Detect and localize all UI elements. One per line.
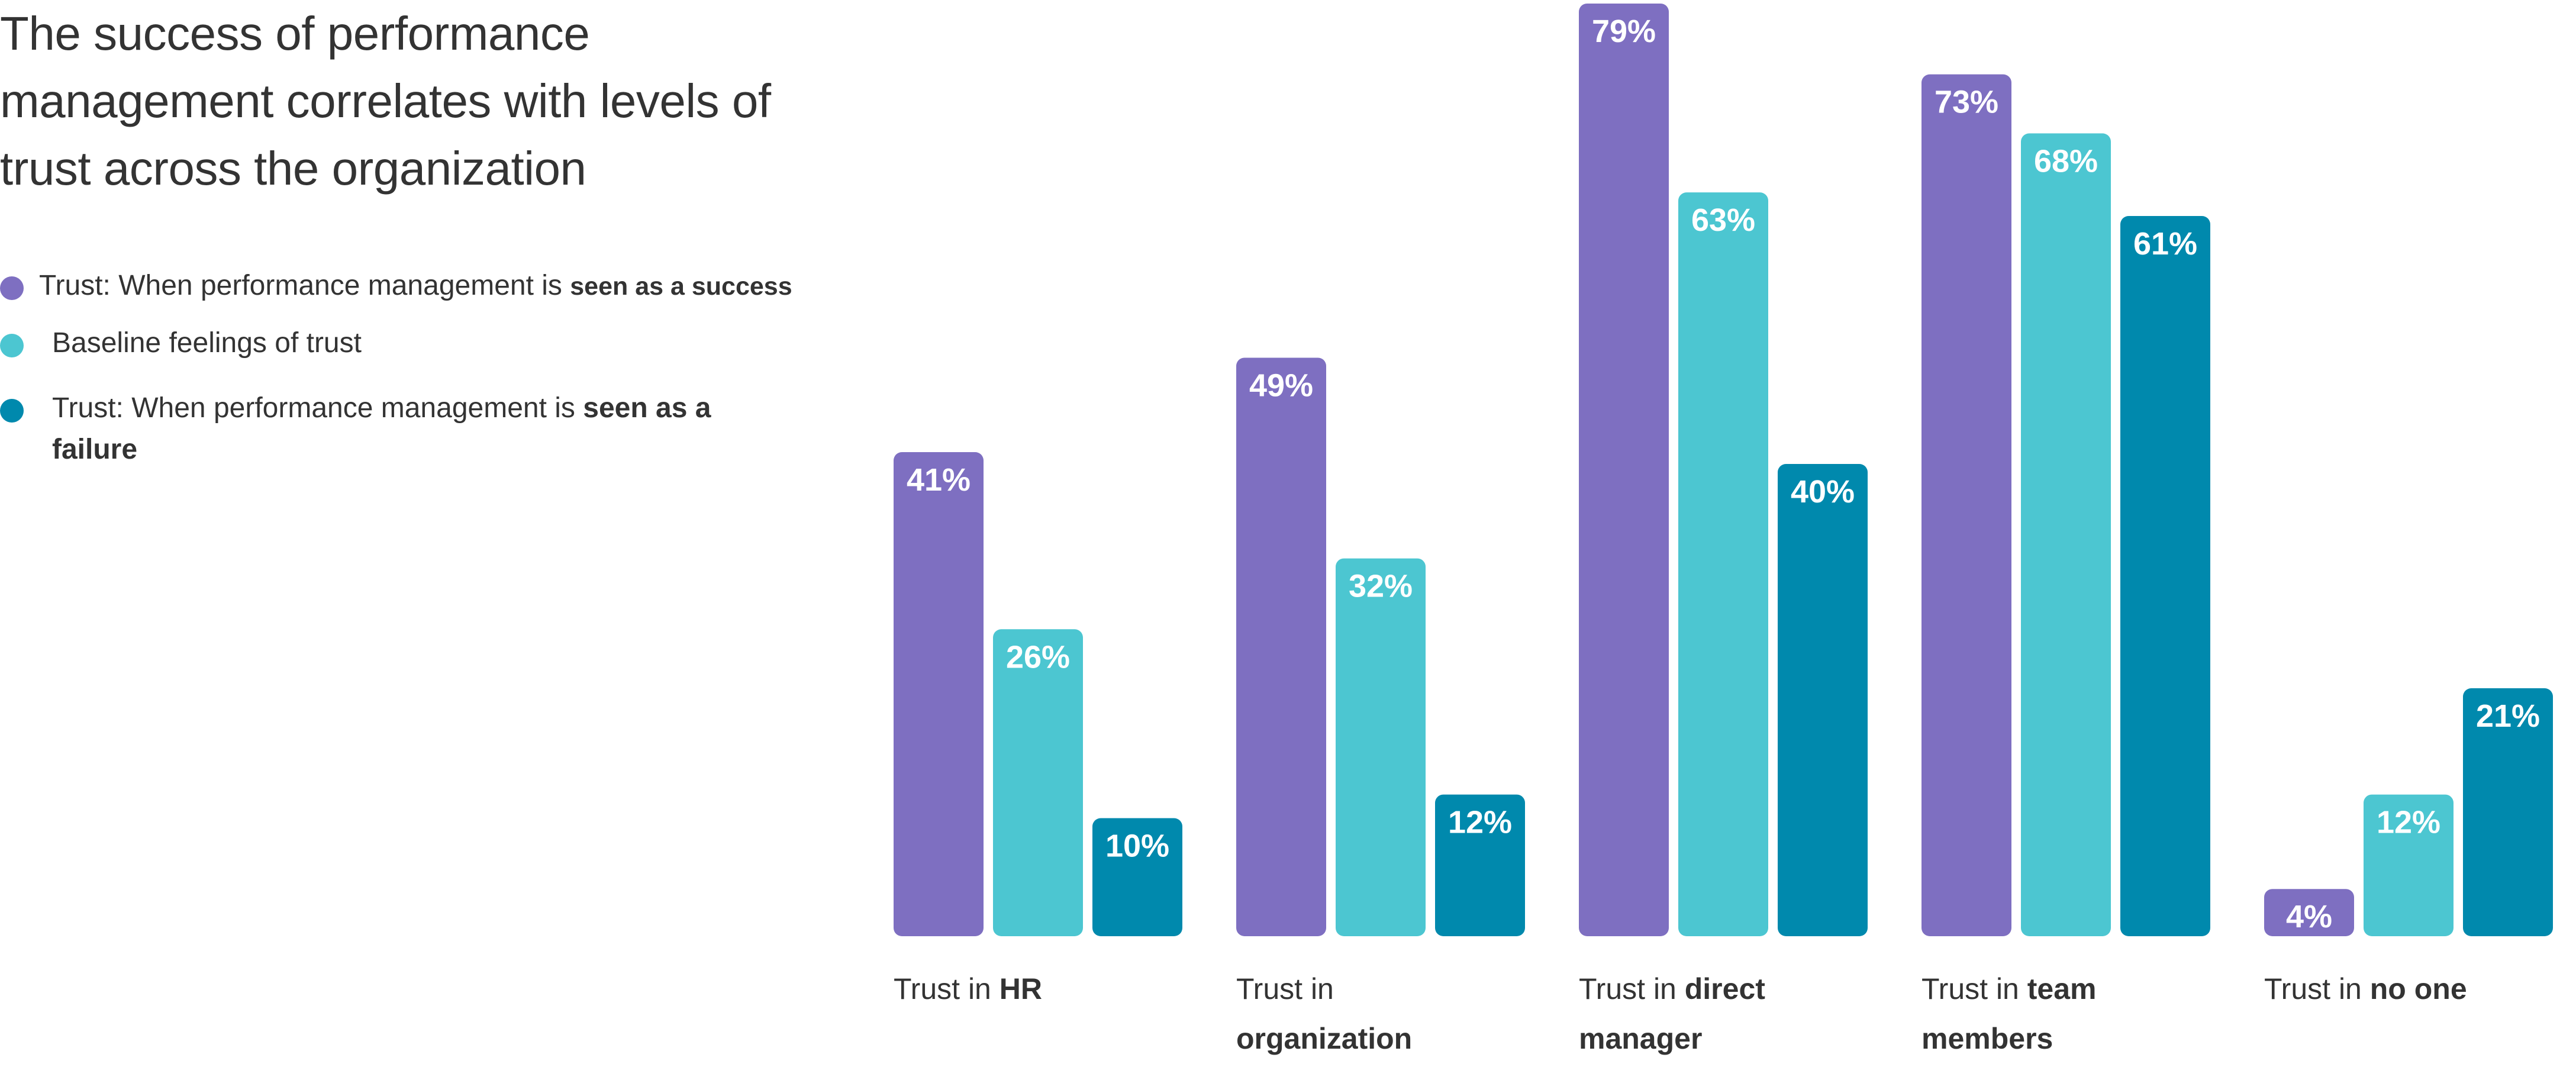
category-label-emphasis: HR xyxy=(991,972,1042,1005)
bar xyxy=(1778,464,1868,936)
bar xyxy=(1579,3,1669,937)
bar xyxy=(1921,74,2011,936)
bar-value-label: 21% xyxy=(2476,698,2540,734)
bar xyxy=(1435,794,1525,936)
bar-value-label: 79% xyxy=(1592,14,1656,49)
category-label-text: in xyxy=(2330,972,2362,1005)
category-label-text: Trust xyxy=(1579,972,1645,1005)
bar-group: 73% 68% 61% xyxy=(1921,74,2210,936)
category-label-text: in xyxy=(1988,972,2019,1005)
bar xyxy=(1336,558,1426,936)
legend-label-text: Trust: When performance management is xyxy=(39,270,570,301)
bar-value-label: 40% xyxy=(1791,474,1855,510)
bar xyxy=(2120,216,2210,936)
legend: Trust: When performance management is se… xyxy=(0,265,793,486)
bar-group: 79% 63% 40% xyxy=(1579,3,1868,937)
bar-value-label: 12% xyxy=(1448,805,1512,840)
bar-value-label: 32% xyxy=(1349,569,1413,604)
chart-title: The success of performance management co… xyxy=(0,7,771,195)
legend-label-emphasis: seen as a success xyxy=(570,272,792,301)
category-label-emphasis: one xyxy=(2406,972,2467,1005)
category-label: Trust in direct manager xyxy=(1579,972,1765,1055)
category-label-emphasis: no xyxy=(2362,972,2406,1005)
legend-label-text: Trust: When performance management is xyxy=(52,392,583,424)
legend-item: Trust: When performance management is se… xyxy=(0,388,793,470)
category-label: Trust in team members xyxy=(1921,972,2096,1055)
bar-group: 41% 26% 10% xyxy=(894,452,1182,936)
bar-value-label: 68% xyxy=(2034,143,2098,179)
legend-label: Trust: When performance management is se… xyxy=(0,265,793,307)
category-label-text: Trust xyxy=(1921,972,1988,1005)
category-label-text: Trust xyxy=(1236,972,1302,1005)
bar xyxy=(894,452,984,936)
category-label-text: in xyxy=(960,972,991,1005)
legend-label: Trust: When performance management is se… xyxy=(0,388,793,470)
category-label-emphasis: manager xyxy=(1579,1022,1702,1055)
category-label-emphasis: team xyxy=(2019,972,2097,1005)
bar xyxy=(1678,192,1768,936)
bar-value-label: 41% xyxy=(907,462,971,498)
legend-swatch xyxy=(0,334,24,357)
category-label-emphasis: members xyxy=(1921,1022,2053,1055)
legend-label-text: Baseline feelings of trust xyxy=(52,327,362,359)
bar xyxy=(993,629,1083,936)
bar-value-label: 12% xyxy=(2377,805,2440,840)
category-label: Trust inorganizationleaders xyxy=(1236,972,1412,1067)
bar xyxy=(1092,818,1182,936)
bar-value-label: 63% xyxy=(1691,202,1755,238)
bar xyxy=(2364,794,2454,936)
bar xyxy=(1236,357,1326,936)
bar-group: 49% 32% 12% xyxy=(1236,357,1525,936)
legend-item: Trust: When performance management is se… xyxy=(0,265,793,307)
bar-value-label: 4% xyxy=(2286,899,2332,934)
legend-label-emphasis: seen as a failure xyxy=(52,392,711,465)
legend-swatch xyxy=(0,399,24,423)
bar-value-label: 49% xyxy=(1249,368,1313,403)
bar xyxy=(2463,688,2553,936)
category-label-emphasis: organization xyxy=(1236,1022,1412,1055)
bar-value-label: 10% xyxy=(1105,829,1169,864)
category-label-text: in xyxy=(1645,972,1677,1005)
category-label-text: in xyxy=(1302,972,1334,1005)
bar-value-label: 61% xyxy=(2133,226,2197,262)
bar-value-label: 26% xyxy=(1006,639,1070,675)
bar xyxy=(2264,889,2354,936)
category-label-text: Trust xyxy=(2264,972,2330,1005)
category-label-text: Trust xyxy=(894,972,960,1005)
category-label: Trust in HR xyxy=(894,972,1042,1005)
category-label-emphasis: direct xyxy=(1677,972,1765,1005)
bar xyxy=(2021,133,2111,936)
category-label: Trust in no one xyxy=(2264,972,2467,1005)
bar-value-label: 73% xyxy=(1935,85,1998,120)
legend-label: Baseline feelings of trust xyxy=(0,323,793,364)
legend-item: Baseline feelings of trust xyxy=(0,323,793,364)
legend-swatch xyxy=(0,276,24,300)
bar-group: 4% 12% 21% xyxy=(2264,688,2553,936)
